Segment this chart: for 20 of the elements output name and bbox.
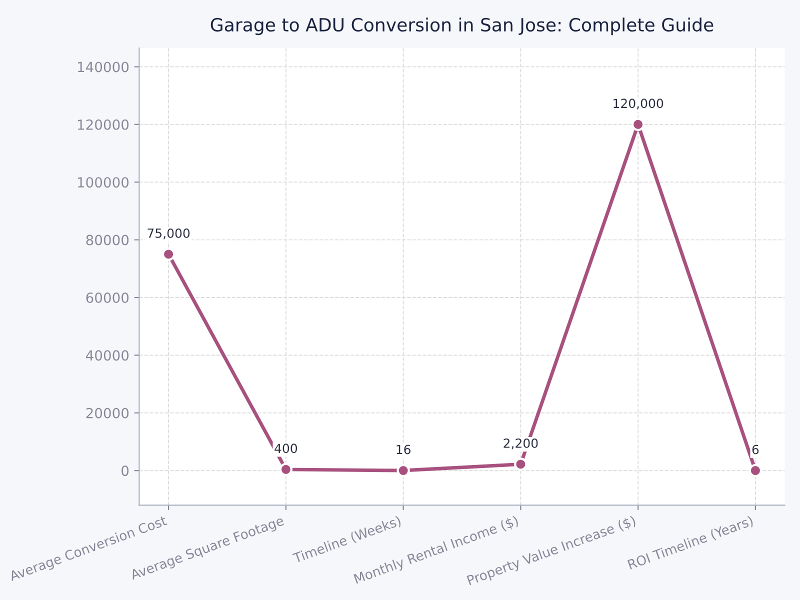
point (631, 118, 645, 132)
y-tick-label: 80000 (86, 234, 129, 246)
y-tick-label: 0 (122, 466, 129, 476)
data-label: 75,000 (148, 228, 190, 240)
point (748, 464, 762, 478)
data-label: 16 (396, 444, 410, 454)
point (396, 464, 410, 478)
data-label: 120,000 (614, 98, 664, 110)
y-tick-label: 120000 (78, 119, 129, 130)
point (279, 462, 293, 476)
chart-title: Garage to ADU Conversion in San Jose: Complete Guide (210, 18, 714, 36)
data-label: 400 (274, 444, 298, 454)
y-tick-label: 20000 (86, 408, 129, 418)
y-tick-label: 140000 (78, 62, 129, 72)
data-label: 2,200 (504, 438, 538, 450)
y-tick-label: 100000 (78, 177, 129, 188)
y-tick-label: 60000 (86, 292, 129, 303)
y-tick-label: 40000 (86, 350, 129, 361)
point (514, 458, 528, 471)
data-label: 6 (752, 444, 759, 454)
